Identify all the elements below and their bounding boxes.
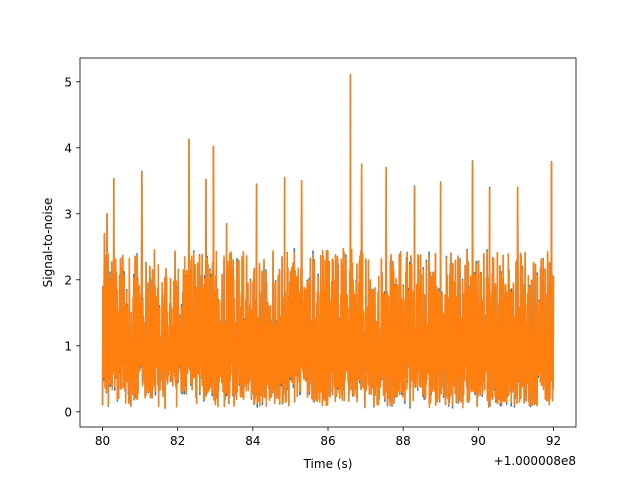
x-axis: 80 82 84 86 88 90 92 xyxy=(95,427,561,448)
y-tick-label: 1 xyxy=(64,339,72,353)
y-axis: 0 1 2 3 4 5 xyxy=(64,75,80,419)
series-layer xyxy=(101,73,555,410)
y-tick-label: 2 xyxy=(64,273,72,287)
x-tick-label: 84 xyxy=(245,434,260,448)
x-tick-label: 86 xyxy=(320,434,335,448)
series-line-1 xyxy=(101,73,555,410)
y-axis-label: Signal-to-noise xyxy=(41,198,55,288)
x-tick-label: 88 xyxy=(396,434,411,448)
x-axis-label: Time (s) xyxy=(303,457,353,471)
x-offset-label: +1.000008e8 xyxy=(494,454,576,468)
x-tick-label: 82 xyxy=(170,434,185,448)
x-tick-label: 90 xyxy=(471,434,486,448)
y-tick-label: 5 xyxy=(64,75,72,89)
y-tick-label: 4 xyxy=(64,141,72,155)
x-tick-label: 92 xyxy=(546,434,561,448)
x-tick-label: 80 xyxy=(95,434,110,448)
y-tick-label: 3 xyxy=(64,207,72,221)
y-tick-label: 0 xyxy=(64,405,72,419)
